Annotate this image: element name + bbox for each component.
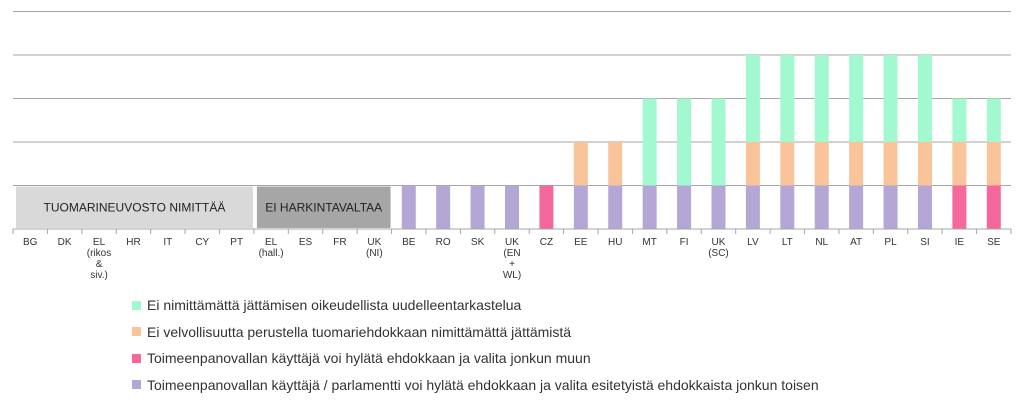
bars: [401, 55, 1001, 229]
x-tick-label-12: RO: [436, 237, 451, 248]
bar-21-series-2: [745, 142, 760, 186]
bar-25-series-0: [883, 185, 898, 229]
bar-25-series-3: [883, 55, 898, 142]
x-tick-label-28: SE: [987, 237, 1001, 248]
band-1: [256, 186, 391, 228]
x-tick-label-15: CZ: [540, 237, 553, 248]
x-tick-label-16: EE: [574, 237, 588, 248]
bar-17-series-0: [608, 185, 623, 229]
bar-21-series-3: [745, 55, 760, 142]
bar-25-series-2: [883, 142, 898, 186]
legend-item-2: Ei velvollisuutta perustella tuomariehdo…: [132, 319, 819, 346]
bar-21-series-0: [745, 185, 760, 229]
bar-15-series-1: [539, 185, 554, 229]
bar-18-series-3: [642, 98, 657, 186]
bar-17-series-2: [608, 142, 623, 186]
bar-26-series-0: [917, 185, 932, 229]
x-tick-label-17: HU: [608, 237, 622, 248]
bar-13-series-0: [470, 185, 485, 229]
bar-14-series-0: [505, 185, 519, 229]
x-tick-label-3: HR: [126, 237, 140, 248]
bar-24-series-2: [849, 142, 864, 186]
chart: TUOMARINEUVOSTO NIMITTÄÄ EI HARKINTAVALTA…: [12, 11, 1012, 281]
legend: Ei nimittämättä jättämisen oikeudellista…: [132, 292, 819, 398]
bar-22-series-2: [780, 142, 795, 186]
x-tick-label-11: BE: [402, 237, 416, 248]
bar-23-series-0: [814, 185, 829, 229]
bar-23-series-3: [814, 55, 829, 142]
x-tick-label-24: AT: [850, 237, 862, 248]
band-label-1: EI HARKINTAVALTAA: [265, 200, 382, 214]
x-tick-label-26: SI: [920, 237, 929, 248]
x-tick-label-8: ES: [299, 237, 313, 248]
bar-12-series-0: [436, 185, 451, 229]
x-tick-label-6: PT: [230, 237, 243, 248]
bar-23-series-2: [814, 142, 829, 186]
bar-19-series-0: [677, 185, 692, 229]
x-tick-label-27: IE: [955, 237, 965, 248]
band-0: [16, 186, 253, 228]
legend-label: Ei nimittämättä jättämisen oikeudellista…: [147, 297, 522, 314]
legend-label: Toimeenpanovallan käyttäjä / parlamentti…: [147, 376, 819, 393]
bar-27-series-2: [952, 142, 967, 186]
x-tick-label-19: FI: [680, 237, 689, 248]
bar-22-series-0: [780, 185, 795, 229]
bar-27-series-3: [952, 98, 967, 142]
x-tick-label-25: PL: [884, 237, 897, 248]
legend-swatch: [132, 327, 141, 337]
category-bands: TUOMARINEUVOSTO NIMITTÄÄ EI HARKINTAVALTA…: [16, 186, 391, 228]
gridlines: [13, 11, 1011, 186]
x-tick-label-21: LV: [747, 237, 759, 248]
x-tick-label-5: CY: [195, 237, 209, 248]
legend-swatch: [132, 300, 141, 310]
bar-24-series-0: [849, 185, 864, 229]
bar-11-series-0: [401, 185, 416, 229]
legend-label: Toimeenpanovallan käyttäjä voi hylätä eh…: [147, 350, 591, 367]
bar-18-series-0: [642, 185, 657, 229]
legend-item-3: Ei nimittämättä jättämisen oikeudellista…: [132, 292, 819, 319]
x-tick-label-2: EL (rikos & siv.): [87, 237, 111, 281]
x-tick-label-14: UK (EN + WL): [503, 237, 521, 281]
legend-label: Ei velvollisuutta perustella tuomariehdo…: [147, 323, 572, 340]
bar-16-series-2: [573, 142, 588, 186]
legend-swatch: [132, 353, 141, 363]
bar-22-series-3: [780, 55, 795, 142]
x-tick-label-22: LT: [782, 237, 793, 248]
bar-20-series-0: [711, 185, 726, 229]
x-axis: BG DK EL (rikos & siv.) HR IT CY PT EL (hall.) ES FR U…: [12, 228, 1012, 281]
legend-item-0: Toimeenpanovallan käyttäjä / parlamentti…: [132, 372, 819, 399]
x-tick-label-0: BG: [23, 237, 38, 248]
bar-28-series-3: [986, 98, 1001, 142]
legend-swatch: [132, 380, 141, 390]
bar-26-series-2: [917, 142, 932, 186]
bar-27-series-1: [952, 185, 967, 229]
band-label-0: TUOMARINEUVOSTO NIMITTÄÄ: [44, 200, 226, 214]
x-tick-label-10: UK (NI): [366, 237, 383, 259]
bar-20-series-3: [711, 98, 726, 186]
bar-28-series-1: [986, 185, 1001, 229]
x-tick-label-7: EL (hall.): [259, 237, 284, 259]
x-tick-label-1: DK: [58, 237, 72, 248]
x-tick-label-23: NL: [815, 237, 828, 248]
x-tick-label-20: UK (SC): [708, 237, 729, 259]
x-tick-label-13: SK: [471, 237, 485, 248]
bar-28-series-2: [986, 142, 1001, 186]
x-tick-label-18: MT: [642, 237, 656, 248]
bar-26-series-3: [917, 55, 932, 142]
bar-19-series-3: [677, 98, 692, 186]
legend-item-1: Toimeenpanovallan käyttäjä voi hylätä eh…: [132, 345, 819, 372]
x-tick-label-9: FR: [333, 237, 346, 248]
bar-16-series-0: [573, 185, 588, 229]
x-tick-label-4: IT: [163, 237, 172, 248]
bar-24-series-3: [849, 55, 864, 142]
